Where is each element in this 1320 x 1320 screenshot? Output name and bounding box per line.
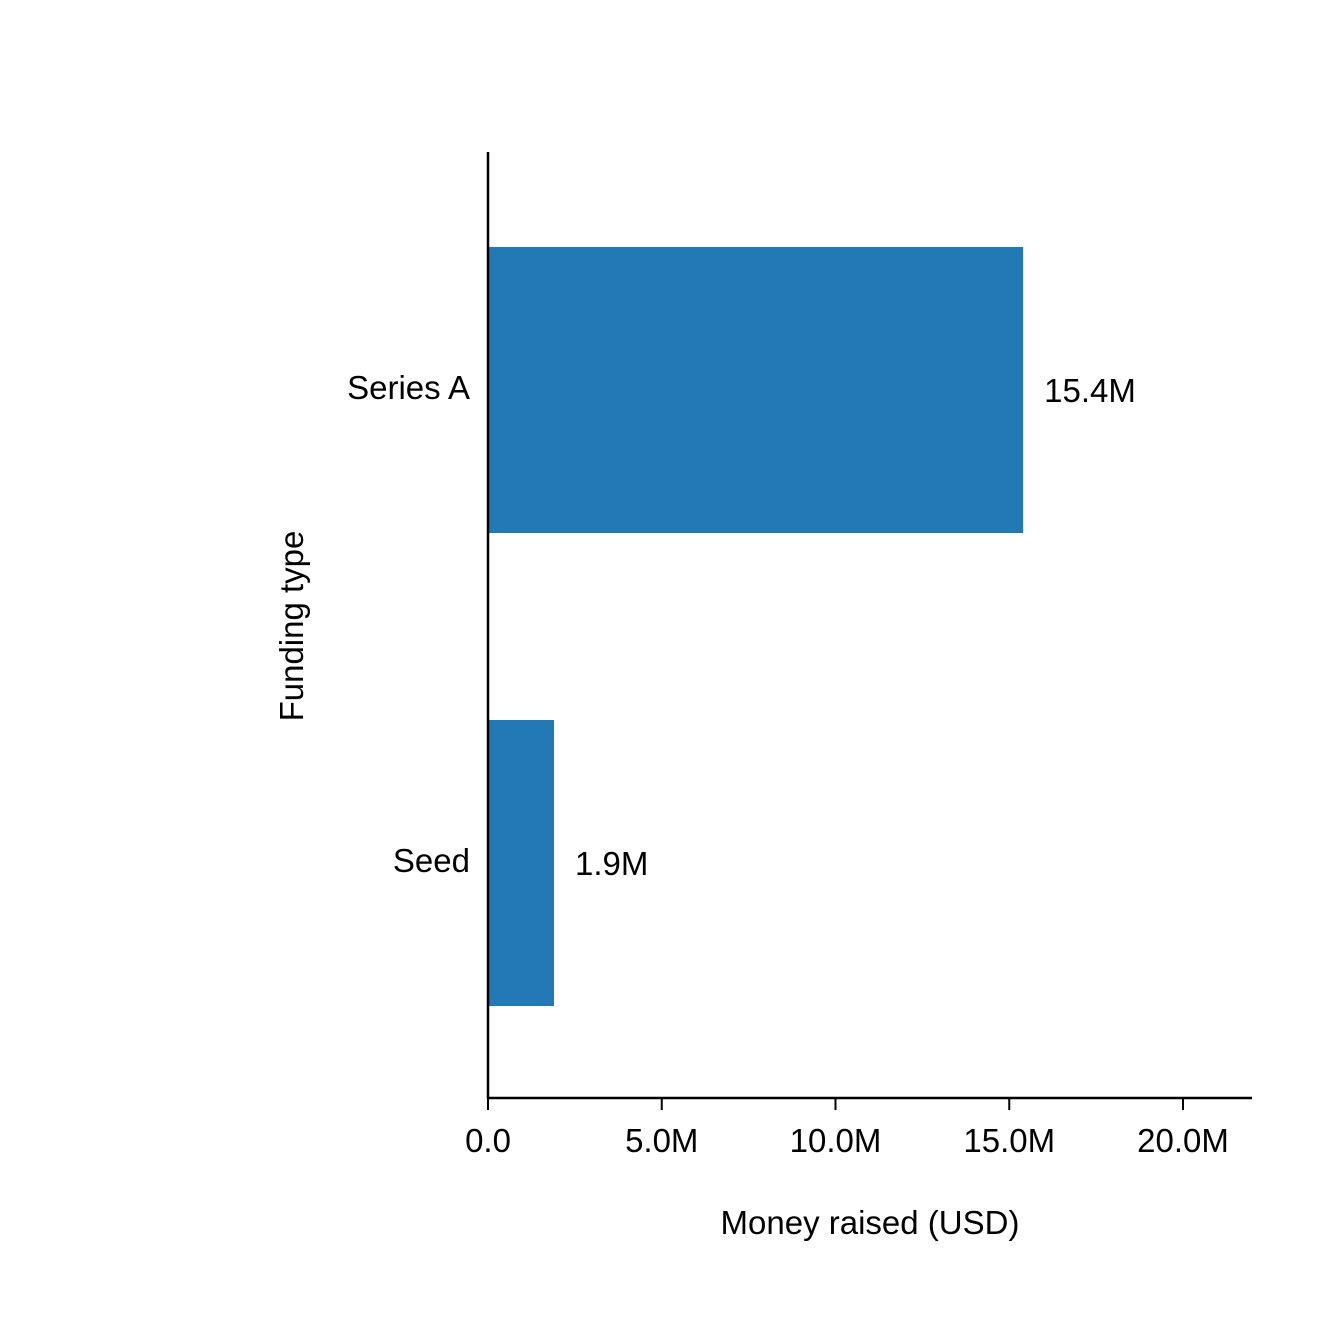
x-tick-label: 0.0 — [465, 1122, 511, 1159]
y-tick-label-series-a: Series A — [347, 369, 470, 406]
x-ticks-group: 0.0 5.0M 10.0M 15.0M 20.0M — [465, 1098, 1229, 1159]
bar-value-label-seed: 1.9M — [575, 845, 648, 882]
bar-value-label-series-a: 15.4M — [1044, 372, 1136, 409]
bar-seed — [488, 720, 555, 1006]
category-labels-group: Series A Seed — [347, 369, 470, 879]
bar-labels-group: 15.4M 1.9M — [575, 372, 1136, 882]
y-tick-label-seed: Seed — [393, 842, 470, 879]
x-tick-label: 20.0M — [1137, 1122, 1229, 1159]
x-tick-label: 5.0M — [625, 1122, 698, 1159]
x-axis-label: Money raised (USD) — [721, 1204, 1020, 1241]
bars-group — [488, 247, 1024, 1006]
bar-series-a — [488, 247, 1024, 533]
x-tick-label: 15.0M — [963, 1122, 1055, 1159]
y-axis-label: Funding type — [273, 531, 310, 722]
x-tick-label: 10.0M — [790, 1122, 882, 1159]
